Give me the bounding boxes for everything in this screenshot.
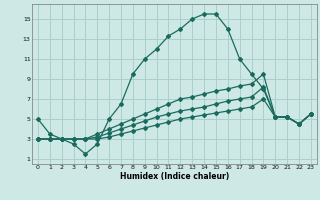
X-axis label: Humidex (Indice chaleur): Humidex (Indice chaleur) (120, 172, 229, 181)
